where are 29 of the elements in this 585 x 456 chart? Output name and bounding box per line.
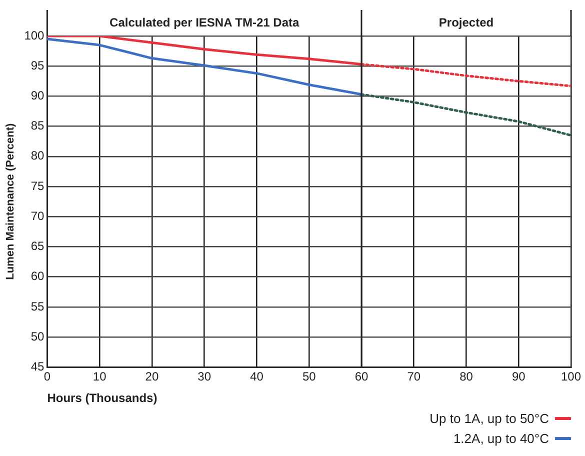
y-axis-title: Lumen Maintenance (Percent) [4, 123, 17, 280]
y-tick-label: 100 [24, 28, 45, 42]
x-tick-label: 40 [250, 370, 264, 384]
x-tick-label: 10 [92, 370, 107, 384]
y-tick-label: 50 [30, 329, 45, 344]
y-tick-label: 60 [30, 269, 45, 284]
y-tick-label: 45 [30, 360, 45, 374]
legend-label: 1.2A, up to 40°C [453, 430, 549, 446]
x-tick-label: 20 [145, 370, 159, 384]
y-tick-label: 55 [30, 299, 45, 314]
y-tick-label: 85 [30, 118, 45, 133]
x-tick-label: 70 [407, 370, 421, 384]
y-tick-label: 75 [30, 178, 45, 193]
x-tick-label: 90 [512, 370, 526, 384]
y-tick-label: 70 [30, 208, 45, 223]
y-tick-label: 90 [30, 88, 45, 103]
x-axis-title: Hours (Thousands) [47, 391, 158, 406]
text: Projected [438, 15, 494, 30]
y-tick-label: 95 [30, 58, 45, 72]
x-tick-label: 100 [560, 370, 582, 384]
y-tick-label: 80 [30, 148, 45, 163]
x-tick-label: 80 [460, 370, 474, 384]
x-tick-label: 60 [354, 370, 368, 384]
y-tick-label: 65 [30, 239, 45, 254]
x-tick-label: 50 [302, 370, 316, 384]
text: Calculated per IESNA TM-21 Data [110, 15, 300, 30]
legend-label: Up to 1A, up to 50°C [430, 410, 549, 426]
x-tick-label: 0 [44, 370, 51, 384]
x-tick-label: 30 [198, 370, 212, 384]
